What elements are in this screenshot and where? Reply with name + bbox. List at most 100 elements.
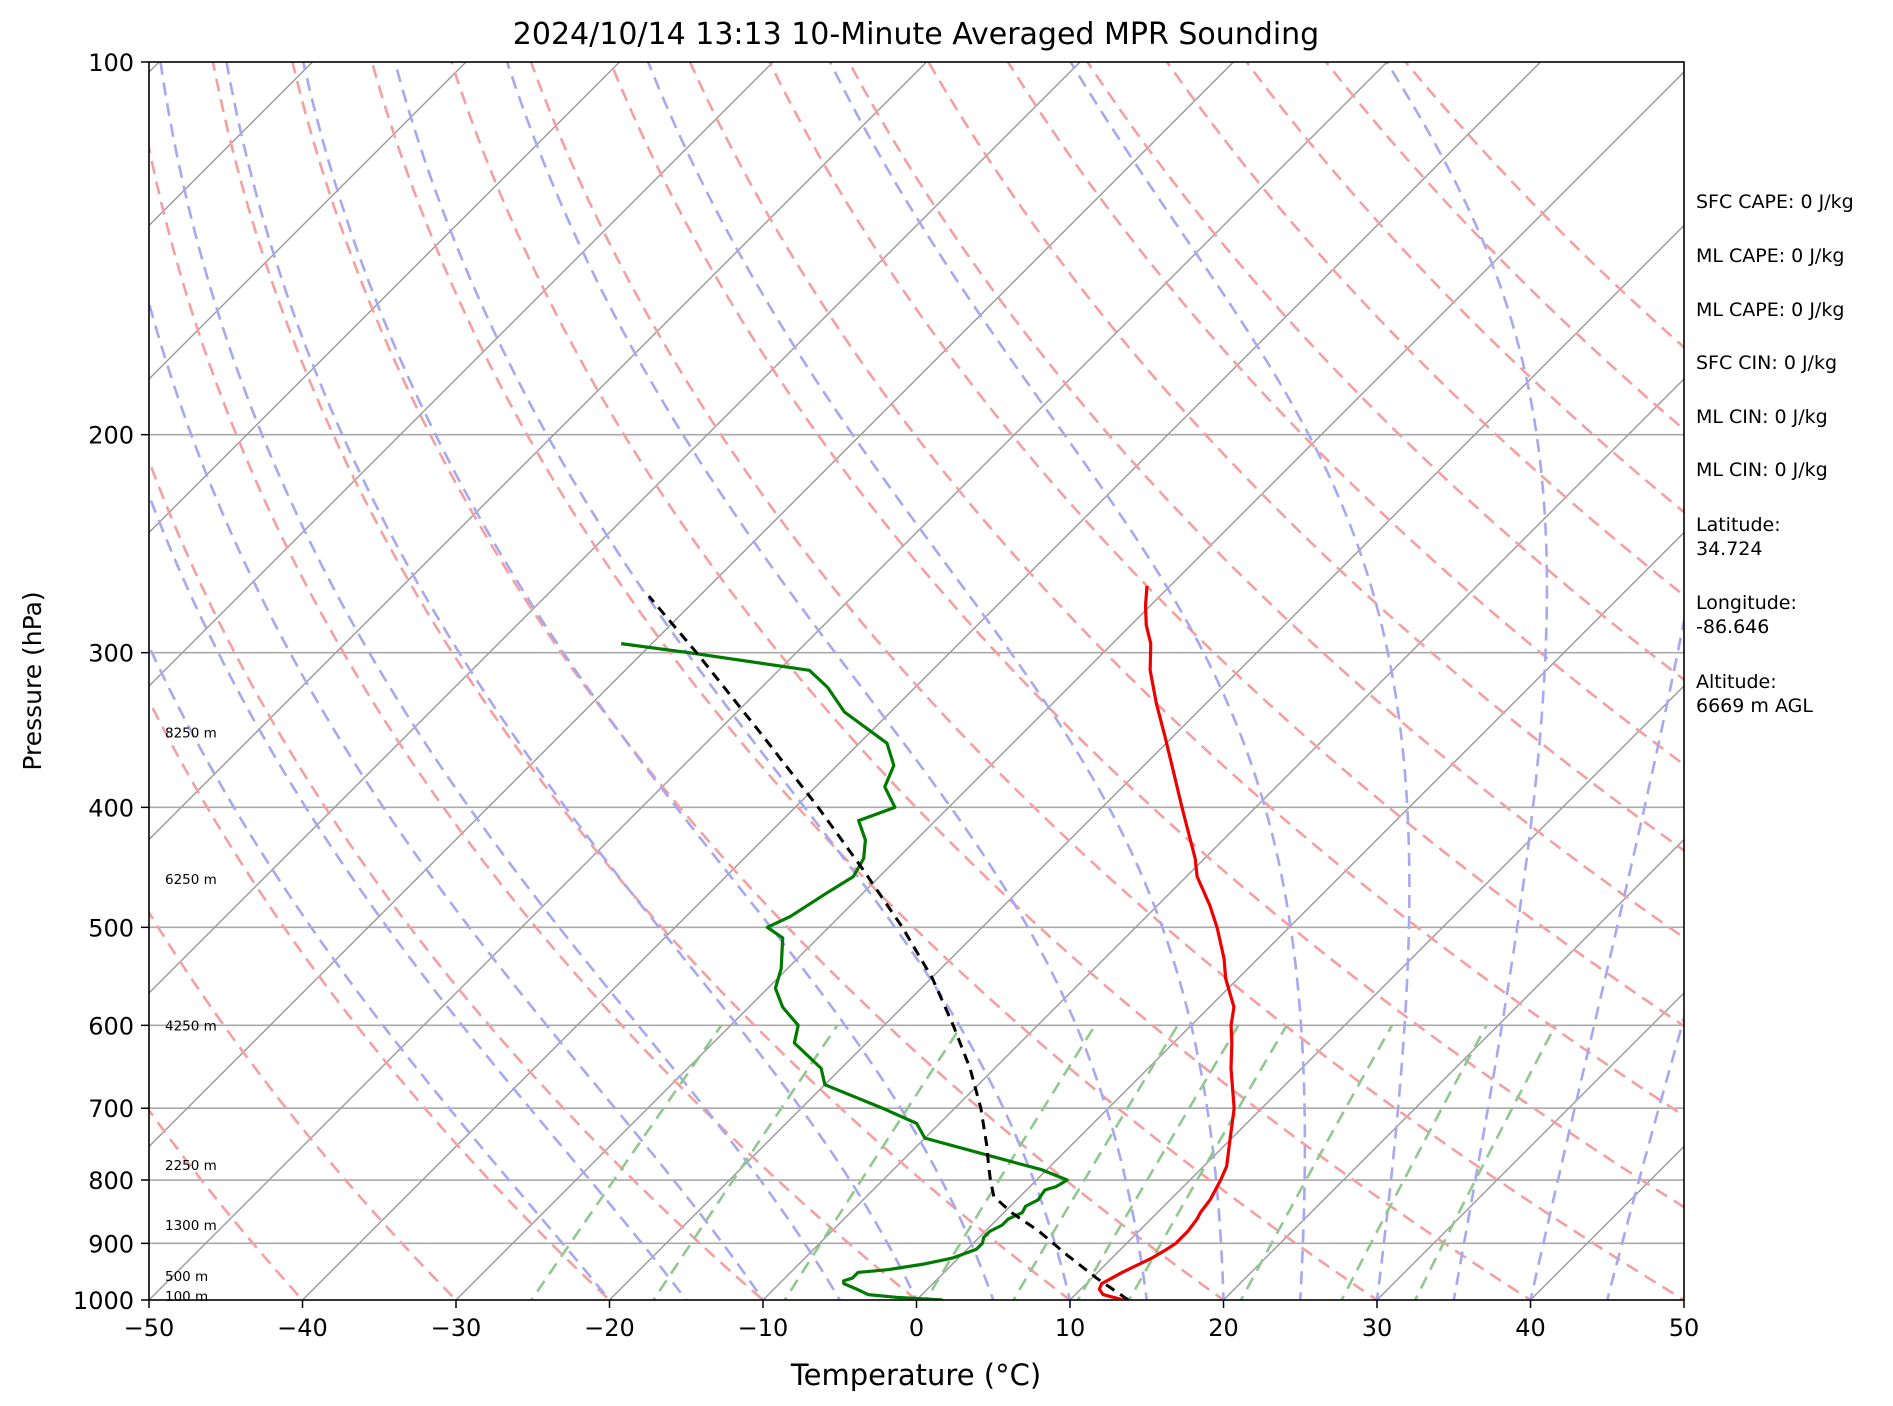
background-reference-lines xyxy=(149,62,1684,1300)
height-label: 8250 m xyxy=(165,725,217,741)
x-tick-label: 0 xyxy=(909,1314,924,1342)
info-annotation: ML CIN: 0 J/kg xyxy=(1696,406,1828,428)
info-annotation: ML CIN: 0 J/kg xyxy=(1696,459,1828,481)
moist-adiabat-line xyxy=(149,491,688,1300)
y-tick-label: 600 xyxy=(88,1012,134,1040)
moist-adiabat-line xyxy=(646,62,1225,1300)
temperature-profile-line xyxy=(1097,585,1236,1300)
y-tick-label: 300 xyxy=(88,640,134,668)
y-tick-label: 900 xyxy=(88,1230,134,1258)
mixing-ratio-line xyxy=(1076,1024,1240,1300)
moist-adiabat-line xyxy=(1385,62,1549,1300)
y-tick-label: 800 xyxy=(88,1167,134,1195)
isotherm-line xyxy=(1376,992,1684,1300)
moist-adiabat-line xyxy=(149,643,612,1300)
dry-adiabat-line xyxy=(688,62,1684,1118)
y-tick-label: 500 xyxy=(88,914,134,942)
chart-title: 2024/10/14 13:13 10-Minute Averaged MPR … xyxy=(513,17,1319,52)
moist-adiabat-line xyxy=(302,62,995,1300)
dry-adiabat-line xyxy=(149,1108,305,1300)
dry-adiabat-line xyxy=(1085,62,1684,682)
moist-adiabat-line xyxy=(1605,1013,1684,1300)
dry-adiabat-line xyxy=(370,62,1380,1300)
info-annotation: ML CAPE: 0 J/kg xyxy=(1696,245,1844,267)
dry-adiabat-line xyxy=(609,62,1684,1209)
info-annotation: ML CAPE: 0 J/kg xyxy=(1696,299,1844,321)
isotherm-line xyxy=(149,62,774,687)
isotherm-line xyxy=(149,62,1235,1148)
mixing-ratio-line xyxy=(1239,1024,1394,1300)
dry-adiabat-line xyxy=(768,62,1684,1028)
dry-adiabat-line xyxy=(149,697,612,1300)
isotherm-line xyxy=(915,531,1684,1300)
dry-adiabat-line xyxy=(1165,62,1684,598)
mixing-ratio-line xyxy=(1340,1024,1488,1300)
isotherm-line xyxy=(762,378,1684,1300)
plot-frame xyxy=(148,61,1685,1301)
dry-adiabat-line xyxy=(1403,62,1684,350)
mixing-ratio-line xyxy=(1127,1024,1288,1300)
moist-adiabat-line xyxy=(149,298,765,1300)
info-annotation: SFC CIN: 0 J/kg xyxy=(1696,352,1837,374)
y-tick-label: 700 xyxy=(88,1095,134,1123)
height-labels: 8250 m 6250 m 4250 m 2250 m 1300 m 500 m 100 m xyxy=(165,725,217,1305)
y-tick-label: 100 xyxy=(88,49,134,77)
y-axis-label: Pressure (hPa) xyxy=(18,591,47,770)
x-tick-label: −20 xyxy=(584,1314,635,1342)
x-tick-label: −40 xyxy=(277,1314,328,1342)
y-tick-label: 400 xyxy=(88,794,134,822)
x-tick-label: 10 xyxy=(1055,1314,1086,1342)
y-tick-label: 1000 xyxy=(73,1287,134,1315)
dry-adiabat-line xyxy=(450,62,1533,1300)
moist-adiabat-line xyxy=(505,62,1149,1300)
dry-adiabat-line xyxy=(291,62,1226,1300)
dry-adiabat-line xyxy=(149,910,458,1300)
isotherm-line xyxy=(149,62,928,841)
isotherm-line xyxy=(149,62,1388,1300)
mixing-ratio-line xyxy=(924,1024,1097,1300)
x-tick-label: 50 xyxy=(1669,1314,1700,1342)
height-label: 4250 m xyxy=(165,1018,217,1034)
dry-adiabat-line xyxy=(149,141,919,1300)
sounding-profiles xyxy=(620,585,1236,1300)
isotherm-line xyxy=(149,62,314,227)
isotherm-line xyxy=(149,62,1081,994)
height-label: 500 m xyxy=(165,1269,208,1285)
dry-adiabat-line xyxy=(529,62,1684,1300)
mixing-ratio-line xyxy=(783,1024,963,1300)
height-label: 6250 m xyxy=(165,872,217,888)
info-annotation: 34.724 xyxy=(1696,538,1762,560)
y-axis-ticks: 100 200 300 400 500 600 700 800 900 1000 xyxy=(73,49,149,1315)
moist-adiabat-line xyxy=(1529,614,1684,1300)
isotherm-line xyxy=(608,224,1684,1300)
parcel-profile-line xyxy=(647,595,1130,1300)
x-axis-ticks: −50 −40 −30 −20 −10 0 10 20 30 40 50 xyxy=(124,1300,1700,1342)
info-annotation: Longitude: xyxy=(1696,592,1797,614)
x-tick-label: −10 xyxy=(738,1314,789,1342)
isotherm-line xyxy=(149,62,467,380)
x-tick-label: 40 xyxy=(1515,1314,1546,1342)
isotherm-line xyxy=(301,62,1542,1300)
moist-adiabat-line xyxy=(393,62,1072,1300)
info-annotation: -86.646 xyxy=(1696,616,1769,638)
mixing-ratio-line xyxy=(1011,1024,1179,1300)
isotherm-line xyxy=(1222,838,1684,1300)
sounding-info-panel: SFC CAPE: 0 J/kg ML CAPE: 0 J/kg ML CAPE: … xyxy=(1696,191,1854,717)
moist-adiabat-line xyxy=(159,62,842,1300)
mixing-ratio-line xyxy=(529,1024,723,1300)
y-tick-label: 200 xyxy=(88,422,134,450)
info-annotation: 6669 m AGL xyxy=(1696,695,1813,717)
moist-adiabat-line xyxy=(225,62,918,1300)
x-tick-label: 20 xyxy=(1208,1314,1239,1342)
x-tick-label: −50 xyxy=(124,1314,175,1342)
dry-adiabat-line xyxy=(1324,62,1684,432)
mixing-ratio-line xyxy=(652,1024,839,1300)
moist-adiabat-line xyxy=(828,62,1307,1300)
height-label: 1300 m xyxy=(165,1218,217,1234)
height-label: 100 m xyxy=(165,1289,208,1305)
isotherm-line xyxy=(455,71,1684,1300)
dewpoint-profile-line xyxy=(620,642,1069,1300)
info-annotation: Latitude: xyxy=(1696,514,1781,536)
x-axis-label: Temperature (°C) xyxy=(790,1358,1041,1392)
